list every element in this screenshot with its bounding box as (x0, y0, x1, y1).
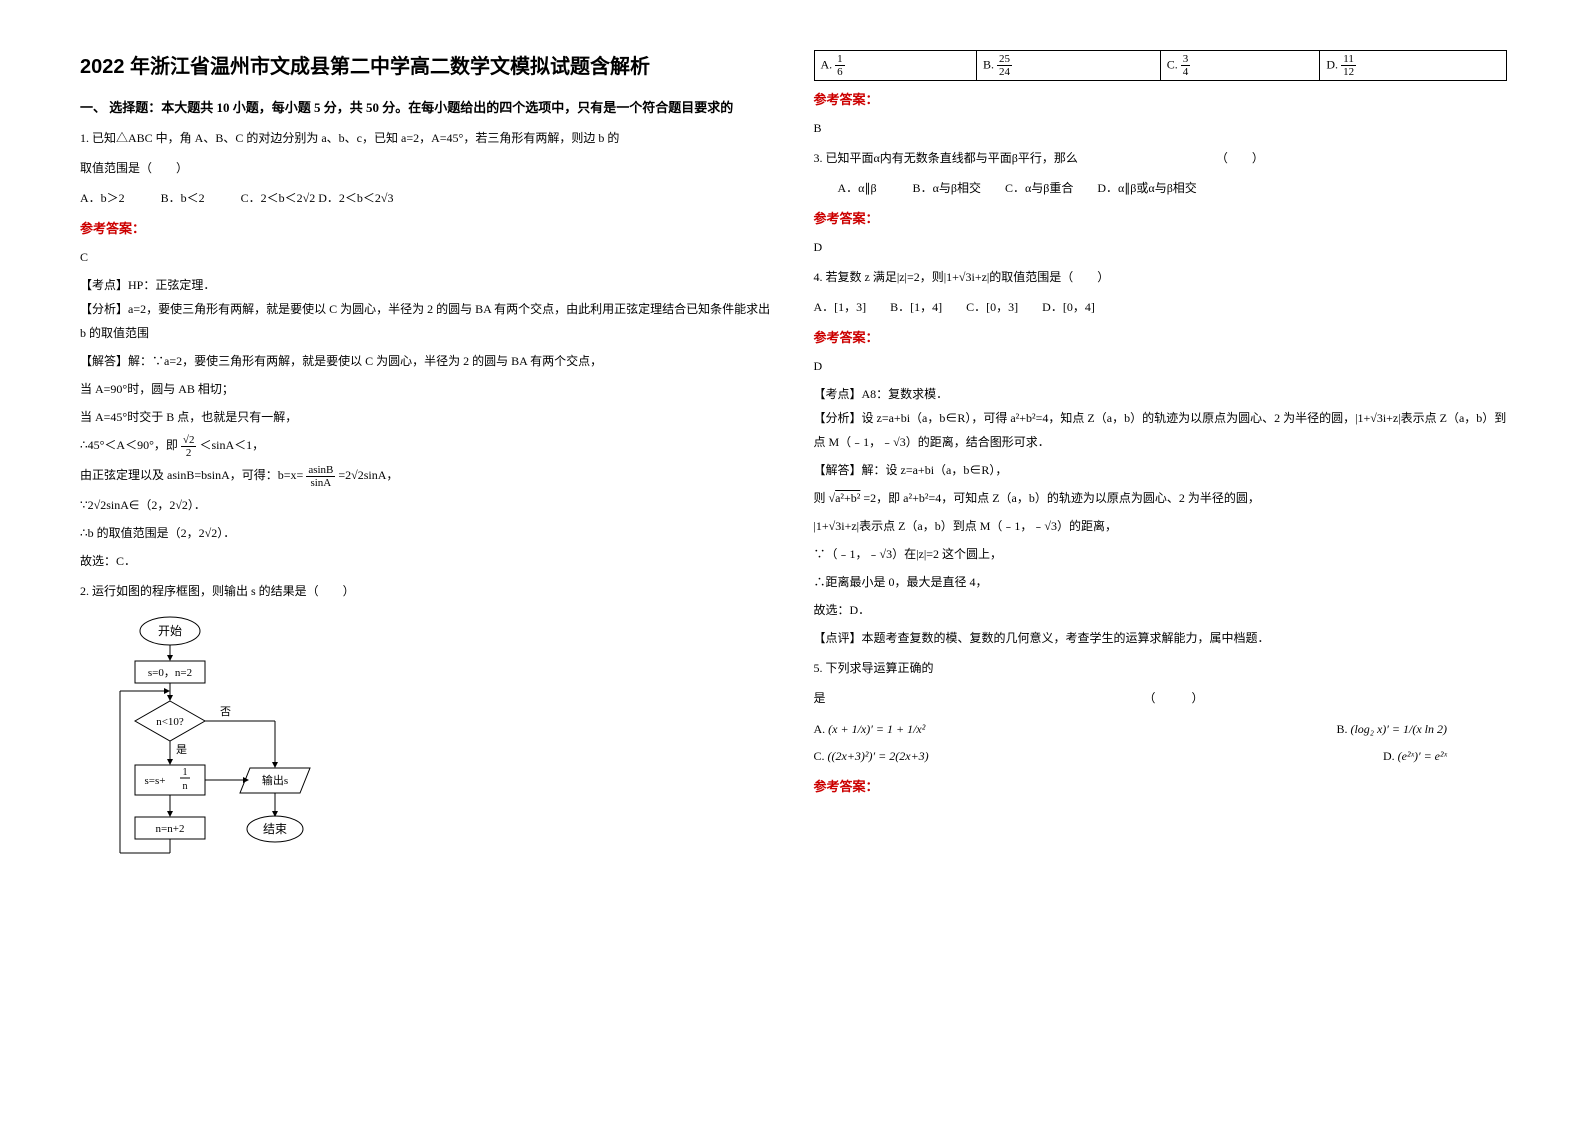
flow-assign-d: n (183, 781, 188, 792)
q4-sol2: 则 √a²+b² =2，即 a²+b²=4，可知点 Z（a，b）的轨迹为以原点为… (814, 486, 1508, 510)
q5-A: A. (x + 1/x)′ = 1 + 1/x² (814, 722, 926, 737)
q4-tag1: 【考点】A8：复数求模． (814, 382, 1508, 406)
q1-sol5-frac: asinB sinA (306, 464, 335, 489)
section-head: 一、 选择题：本大题共 10 小题，每小题 5 分，共 50 分。在每小题给出的… (80, 97, 774, 116)
q4-sol5: ∴距离最小是 0，最大是直径 4， (814, 570, 1508, 594)
q4-sol4: ∵（﹣1，﹣√3）在|z|=2 这个圆上， (814, 542, 1508, 566)
q1-sol4-post: ＜sinA＜1， (199, 438, 264, 452)
q3-options: A．α∥β B．α与β相交 C．α与β重合 D．α∥β或α与β相交 (814, 176, 1508, 200)
q1-tag1: 【考点】HP：正弦定理． (80, 273, 774, 297)
q3-line1: 3. 已知平面α内有无数条直线都与平面β平行，那么 （ ） (814, 146, 1508, 170)
flow-start: 开始 (158, 624, 182, 638)
q1-sol3: 当 A=45°时交于 B 点，也就是只有一解， (80, 405, 774, 429)
q3-answer: D (814, 235, 1508, 259)
left-column: 2022 年浙江省温州市文成县第二中学高二数学文模拟试题含解析 一、 选择题：本… (80, 50, 774, 1072)
q2-opt-B: B. 2524 (977, 51, 1161, 81)
ref-label-5: 参考答案： (814, 776, 1508, 795)
ref-label-4: 参考答案： (814, 327, 1508, 346)
q1-sol5-post: =2√2sinA， (338, 468, 398, 482)
q1-sol6: ∵2√2sinA∈（2，2√2）． (80, 493, 774, 517)
q1-line2: 取值范围是（ ） (80, 156, 774, 180)
q1-sol1: 【解答】解：∵a=2，要使三角形有两解，就是要使以 C 为圆心，半径为 2 的圆… (80, 349, 774, 373)
q5-C: C. ((2x+3)²)′ = 2(2x+3) (814, 749, 929, 764)
q4-tag3: 【点评】本题考查复数的模、复数的几何意义，考查学生的运算求解能力，属中档题． (814, 626, 1508, 650)
right-column: A. 16 B. 2524 C. 34 D. 1112 参考答案： B 3. 已… (814, 50, 1508, 1072)
flow-inc: n=n+2 (156, 823, 185, 835)
q1-sol7: ∴b 的取值范围是（2，2√2）． (80, 521, 774, 545)
q1-sol2: 当 A=90°时，圆与 AB 相切； (80, 377, 774, 401)
ref-label-2: 参考答案： (814, 89, 1508, 108)
flow-cond: n<10? (156, 716, 184, 728)
q2-options-table: A. 16 B. 2524 C. 34 D. 1112 (814, 50, 1508, 81)
q4-sol2-pre: 则 (814, 491, 826, 505)
q4-sol2-sqrt: a²+b² (835, 491, 860, 505)
q4-sol6: 故选：D． (814, 598, 1508, 622)
q4-sol2-post: =2，即 a²+b²=4，可知点 Z（a，b）的轨迹为以原点为圆心、2 为半径的… (863, 491, 1259, 505)
q1-sol4-pre: ∴45°＜A＜90°，即 (80, 438, 181, 452)
q1-options: A．b＞2 B．b＜2 C．2＜b＜2√2 D．2＜b＜2√3 (80, 186, 774, 210)
q2-opt-D: D. 1112 (1320, 51, 1507, 81)
q2-answer: B (814, 116, 1508, 140)
q5-line1: 5. 下列求导运算正确的 (814, 656, 1508, 680)
flow-no: 否 (220, 706, 231, 718)
q4-options: A．[1，3] B．[1，4] C．[0，3] D．[0，4] (814, 295, 1508, 319)
q5-row2: C. ((2x+3)²)′ = 2(2x+3) D. (e²ˣ)′ = e²ˣ (814, 749, 1508, 764)
q5-B: B. (log₂ x)′ = 1/(x ln 2) (1336, 722, 1447, 737)
flow-init: s=0，n=2 (148, 667, 192, 679)
q4-tag2: 【分析】设 z=a+bi（a，b∈R），可得 a²+b²=4，知点 Z（a，b）… (814, 406, 1508, 454)
flow-assign-n: 1 (183, 767, 188, 778)
flow-assign-lhs: s=s+ (145, 775, 166, 787)
q4-answer: D (814, 354, 1508, 378)
flowchart-svg: 开始 s=0，n=2 n<10? 否 是 s=s+ 1 n (110, 613, 350, 903)
ref-label-1: 参考答案： (80, 218, 774, 237)
frac-n: √2 (181, 434, 197, 447)
q1-sol5-pre: 由正弦定理以及 asinB=bsinA，可得：b=x= (80, 468, 306, 482)
q4-line1: 4. 若复数 z 满足|z|=2，则|1+√3i+z|的取值范围是（ ） (814, 265, 1508, 289)
flow-yes: 是 (176, 743, 187, 756)
q2-opt-A: A. 16 (814, 51, 977, 81)
frac-n: asinB (306, 464, 335, 477)
q1-line1: 1. 已知△ABC 中，角 A、B、C 的对边分别为 a、b、c，已知 a=2，… (80, 126, 774, 150)
q1-answer: C (80, 245, 774, 269)
q1-sol4-frac: √2 2 (181, 434, 197, 459)
doc-title: 2022 年浙江省温州市文成县第二中学高二数学文模拟试题含解析 (80, 50, 774, 79)
q2-opt-C: C. 34 (1160, 51, 1320, 81)
q2-text: 2. 运行如图的程序框图，则输出 s 的结果是（ ） (80, 579, 774, 603)
q4-sol3: |1+√3i+z|表示点 Z（a，b）到点 M（﹣1，﹣√3）的距离， (814, 514, 1508, 538)
flow-out: 输出s (262, 773, 288, 787)
frac-d: 2 (181, 447, 197, 459)
ref-label-3: 参考答案： (814, 208, 1508, 227)
q5-line2: 是 （ ） (814, 686, 1508, 710)
frac-d: sinA (306, 477, 335, 489)
q5-D: D. (e²ˣ)′ = e²ˣ (1383, 749, 1447, 764)
flow-end: 结束 (263, 822, 287, 836)
q1-tag2: 【分析】a=2，要使三角形有两解，就是要使以 C 为圆心，半径为 2 的圆与 B… (80, 297, 774, 345)
q1-sol8: 故选：C． (80, 549, 774, 573)
q1-sol5: 由正弦定理以及 asinB=bsinA，可得：b=x= asinB sinA =… (80, 463, 774, 489)
q5-row1: A. (x + 1/x)′ = 1 + 1/x² B. (log₂ x)′ = … (814, 722, 1508, 737)
q1-sol4: ∴45°＜A＜90°，即 √2 2 ＜sinA＜1， (80, 433, 774, 459)
flowchart: 开始 s=0，n=2 n<10? 否 是 s=s+ 1 n (110, 613, 774, 903)
q4-sol1: 【解答】解：设 z=a+bi（a，b∈R）， (814, 458, 1508, 482)
